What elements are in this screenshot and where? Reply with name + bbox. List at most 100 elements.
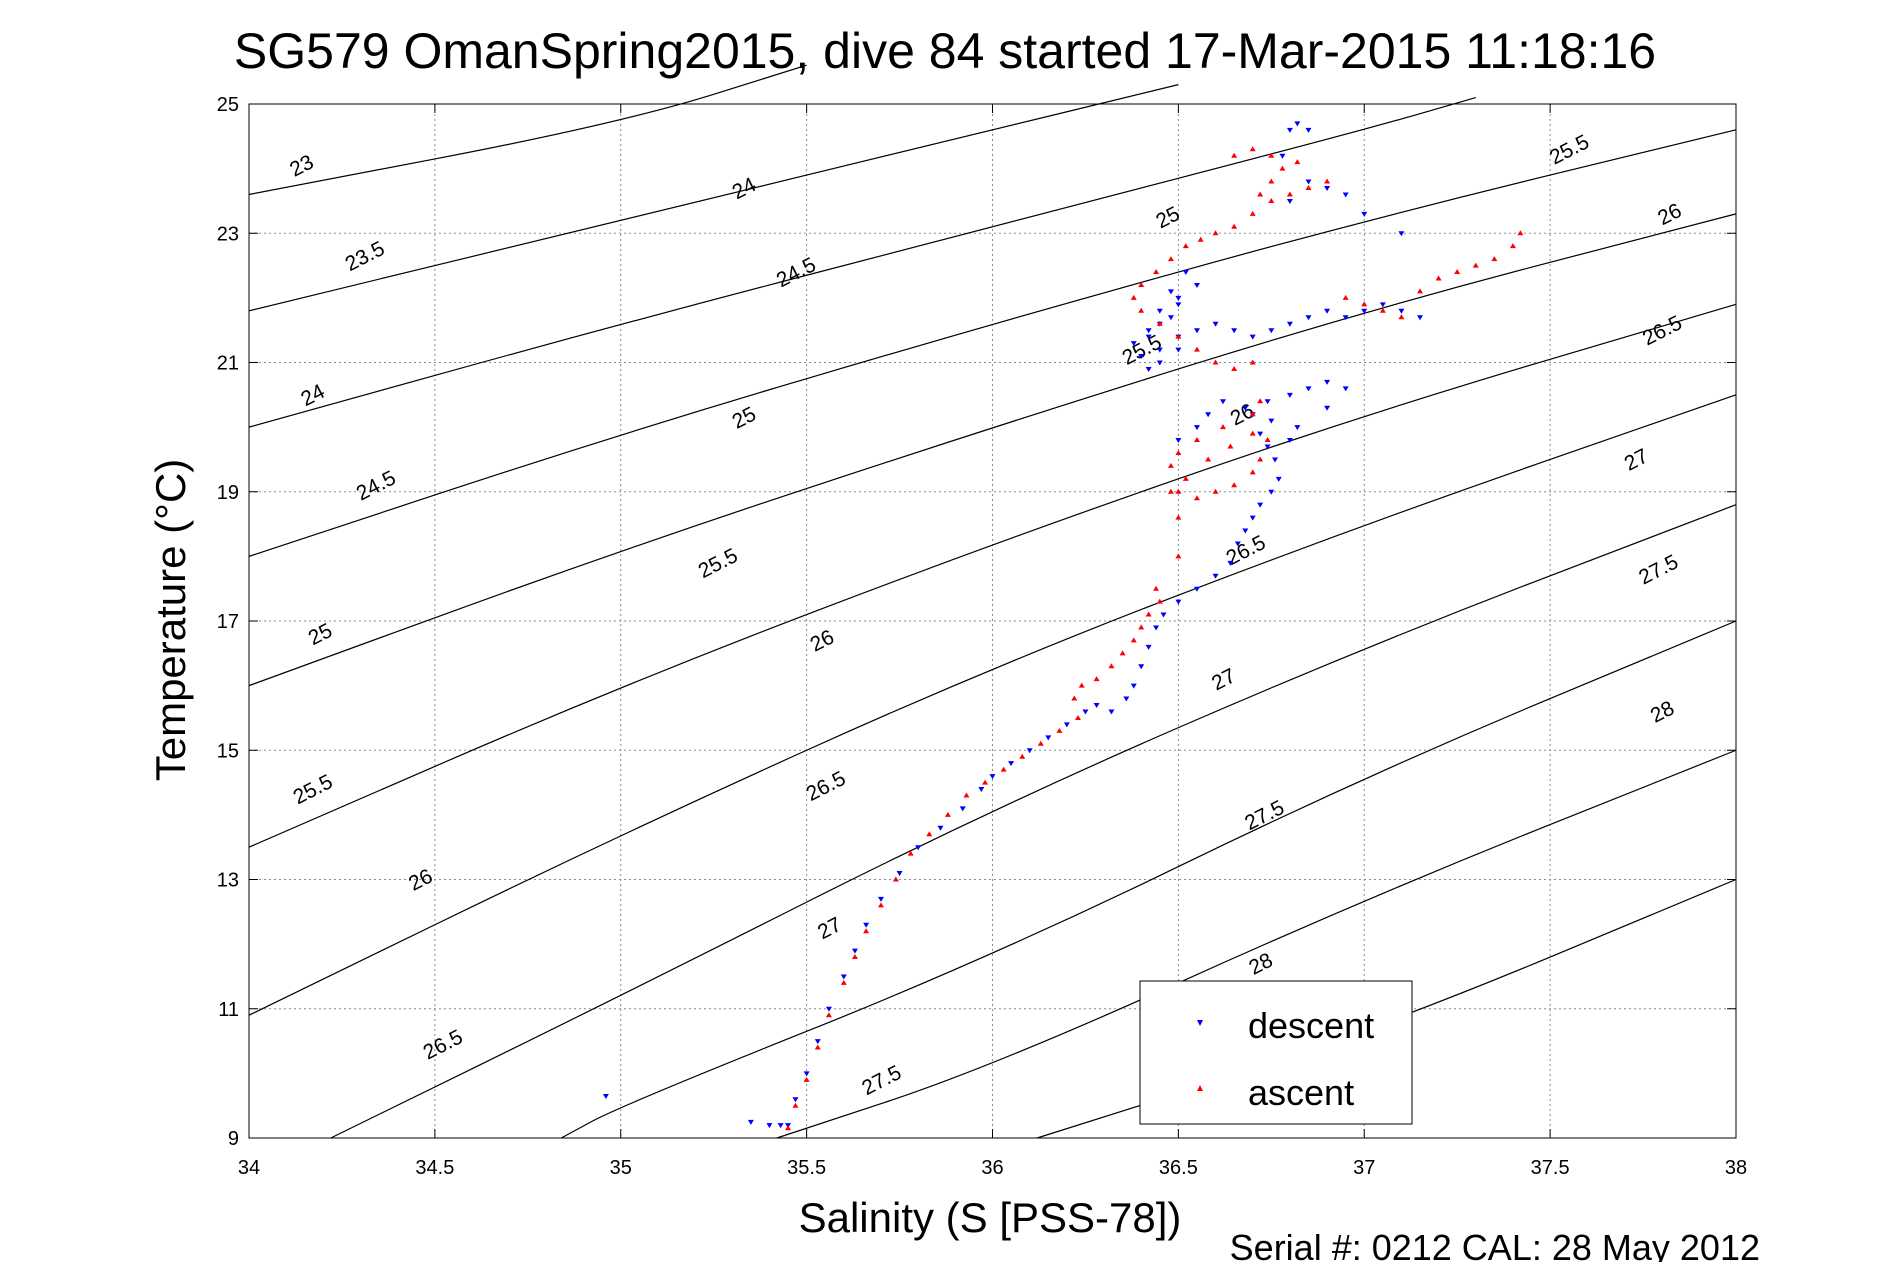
- contour-label: 26: [405, 865, 436, 896]
- data-points: [602, 121, 1524, 1131]
- descent-point: [1398, 231, 1405, 237]
- ascent-point: [1435, 275, 1442, 281]
- contour-line-25: [248, 213, 1737, 687]
- descent-point: [1153, 625, 1160, 631]
- y-tick-label: 13: [217, 870, 239, 892]
- ascent-point: [851, 954, 858, 960]
- descent-point: [1193, 425, 1200, 431]
- descent-point: [1145, 366, 1152, 372]
- descent-point: [1242, 405, 1249, 411]
- descent-point: [1193, 586, 1200, 592]
- descent-point: [1082, 709, 1089, 715]
- x-tick-label: 36.5: [1159, 1157, 1198, 1179]
- descent-point: [1286, 127, 1293, 133]
- ascent-point: [1193, 495, 1200, 501]
- contour-label: 24: [729, 173, 761, 204]
- descent-point: [1264, 399, 1271, 405]
- ascent-point: [1305, 185, 1312, 191]
- contour-label: 25: [1152, 202, 1183, 233]
- y-tick-label: 17: [217, 611, 239, 633]
- ascent-point: [792, 1102, 799, 1108]
- descent-point: [766, 1123, 773, 1129]
- ascent-point: [1212, 230, 1219, 236]
- ascent-point: [1075, 714, 1082, 720]
- ascent-point: [1212, 359, 1219, 365]
- descent-point: [937, 825, 944, 831]
- contour-line-25.5: [248, 303, 1737, 848]
- descent-point: [1045, 735, 1052, 741]
- contour-line-23.5: [248, 84, 1179, 312]
- descent-point: [959, 806, 966, 812]
- descent-point: [1286, 321, 1293, 327]
- ascent-point: [1167, 488, 1174, 494]
- contour-line-24: [248, 96, 1476, 428]
- contour-label: 26.5: [803, 767, 850, 806]
- y-tick-label: 21: [217, 353, 239, 375]
- contour-labels: 2323.52424.52525.52626.52424.52525.52626…: [286, 130, 1686, 1100]
- descent-point: [1305, 127, 1312, 133]
- ascent-point: [1056, 727, 1063, 733]
- descent-point: [1242, 528, 1249, 534]
- descent-point: [1156, 360, 1163, 366]
- ascent-point: [877, 902, 884, 908]
- contour-label: 26: [1654, 199, 1685, 230]
- contour-label: 28: [1647, 697, 1678, 728]
- descent-point: [1305, 386, 1312, 392]
- descent-point: [1145, 334, 1152, 340]
- ascent-point: [907, 850, 914, 856]
- ascent-point: [863, 928, 870, 934]
- ascent-point: [1379, 307, 1386, 313]
- ascent-point: [1361, 301, 1368, 307]
- ascent-point: [1175, 553, 1182, 559]
- descent-point: [1342, 315, 1349, 321]
- contour-label: 27.5: [1635, 550, 1682, 589]
- ascent-point: [1138, 624, 1145, 630]
- ascent-point: [814, 1044, 821, 1050]
- descent-point: [1286, 392, 1293, 398]
- ascent-point: [1219, 424, 1226, 430]
- serial-footnote: Serial #: 0212 CAL: 28 May 2012: [1230, 1227, 1760, 1262]
- descent-point: [1212, 321, 1219, 327]
- descent-point: [1379, 302, 1386, 308]
- ascent-point: [1227, 443, 1234, 449]
- descent-point: [1279, 153, 1286, 159]
- contour-label: 25: [305, 619, 336, 650]
- descent-point: [1257, 431, 1264, 437]
- ascent-point: [1286, 191, 1293, 197]
- contour-label: 26.5: [1639, 311, 1686, 350]
- contour-line-26: [248, 394, 1737, 1016]
- contour-line-23: [248, 64, 807, 196]
- ascent-point: [944, 811, 951, 817]
- contour-line-26.5: [330, 504, 1737, 1139]
- descent-point: [1361, 308, 1368, 314]
- contour-label: 23.5: [342, 237, 389, 276]
- ascent-point: [1417, 288, 1424, 294]
- ascent-point: [1268, 178, 1275, 184]
- ascent-point: [1193, 346, 1200, 352]
- ascent-point: [1071, 695, 1078, 701]
- ascent-point: [926, 831, 933, 837]
- descent-point: [1234, 541, 1241, 547]
- ascent-point: [1130, 294, 1137, 300]
- ascent-point: [1249, 469, 1256, 475]
- descent-point: [1227, 560, 1234, 566]
- descent-point: [825, 1006, 832, 1012]
- contour-label: 28: [1245, 949, 1276, 980]
- descent-point: [1130, 683, 1137, 689]
- ascent-point: [963, 792, 970, 798]
- ascent-point: [1175, 488, 1182, 494]
- ascent-point: [1093, 676, 1100, 682]
- descent-point: [1156, 308, 1163, 314]
- descent-point: [1272, 457, 1279, 463]
- descent-point: [1417, 315, 1424, 321]
- ascent-point: [1119, 650, 1126, 656]
- descent-point: [1108, 709, 1115, 715]
- contour-label: 27: [1208, 664, 1239, 695]
- descent-point: [1175, 295, 1182, 301]
- descent-point: [777, 1123, 784, 1129]
- descent-point: [1205, 412, 1212, 418]
- x-tick-label: 37.5: [1531, 1157, 1570, 1179]
- y-axis-label: Temperature (°C): [147, 459, 194, 782]
- contour-line-27.5: [776, 749, 1737, 1139]
- ascent-point: [1019, 753, 1026, 759]
